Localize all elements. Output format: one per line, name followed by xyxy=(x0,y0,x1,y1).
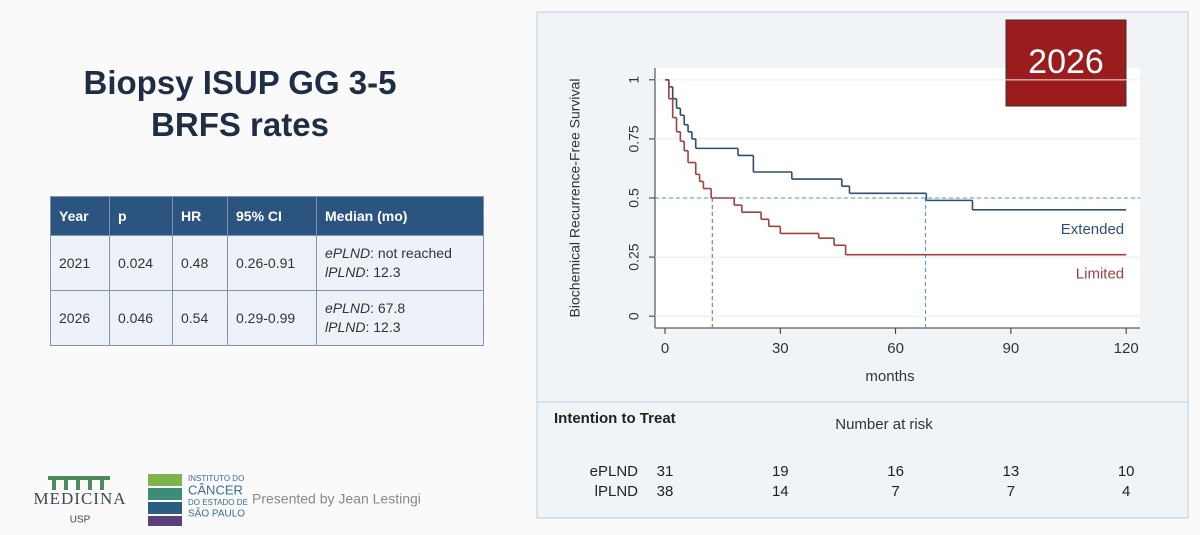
median-line: ePLND: 67.8 xyxy=(325,299,475,318)
risk-count: 38 xyxy=(657,483,674,500)
risk-row-name: ePLND xyxy=(590,463,639,480)
logos: MEDICINA USP INSTITUTO DO CÂNCER DO ESTA… xyxy=(34,474,421,526)
y-tick-label: 1 xyxy=(626,76,642,84)
y-tick-label: 0.5 xyxy=(626,188,642,208)
risk-title: Intention to Treat xyxy=(554,410,676,427)
year-badge xyxy=(1005,19,1127,107)
header-cell: p xyxy=(109,196,173,236)
logo-text: MEDICINA xyxy=(34,489,127,508)
arm-name: ePLND xyxy=(325,300,371,316)
header-cell: 95% CI xyxy=(227,196,317,236)
risk-count: 16 xyxy=(887,463,904,480)
arm-name: ePLND xyxy=(325,245,371,261)
y-tick-label: 0 xyxy=(626,312,642,320)
x-tick-label: 30 xyxy=(772,340,789,357)
risk-count: 14 xyxy=(772,483,789,500)
risk-count: 13 xyxy=(1003,463,1020,480)
table-cell: 0.29-0.99 xyxy=(227,290,317,346)
risk-count: 10 xyxy=(1118,463,1135,480)
badge-text: 2026 xyxy=(1028,43,1104,81)
median-line: ePLND: not reached xyxy=(325,244,475,263)
risk-count: 7 xyxy=(891,483,899,500)
x-tick-label: 0 xyxy=(661,340,669,357)
arm-name: lPLND xyxy=(325,264,366,280)
logo-text: DO ESTADO DE xyxy=(188,498,248,507)
median-cell: ePLND: not reached lPLND: 12.3 xyxy=(316,235,484,291)
logo-text: INSTITUTO DO xyxy=(188,474,244,483)
risk-count: 19 xyxy=(772,463,789,480)
x-tick-label: 120 xyxy=(1114,340,1139,357)
slide-title: Biopsy ISUP GG 3-5 BRFS rates xyxy=(40,62,440,146)
table-cell: 0.046 xyxy=(109,290,173,346)
median-value: : 67.8 xyxy=(370,300,406,316)
median-value: : not reached xyxy=(370,245,452,261)
logo-text: CÂNCER xyxy=(188,482,243,497)
risk-label: Number at risk xyxy=(835,416,933,433)
header-row: Year p HR 95% CI Median (mo) xyxy=(50,196,484,236)
series-label: Extended xyxy=(1061,221,1124,238)
risk-count: 31 xyxy=(657,463,674,480)
y-tick-label: 0.25 xyxy=(626,243,642,270)
median-line: lPLND: 12.3 xyxy=(325,318,475,337)
x-axis-title: months xyxy=(865,368,914,385)
table-row: 2026 0.046 0.54 0.29-0.99 ePLND: 67.8 lPLND: … xyxy=(50,290,484,346)
arm-name: lPLND xyxy=(325,319,366,335)
x-tick-label: 90 xyxy=(1003,340,1020,357)
logo-text: USP xyxy=(70,515,91,526)
x-tick-label: 60 xyxy=(887,340,904,357)
header-cell: Median (mo) xyxy=(316,196,484,236)
header-cell: Year xyxy=(50,196,110,236)
y-tick-label: 0.75 xyxy=(626,125,642,152)
table-cell: 0.024 xyxy=(109,235,173,291)
table-body: 2021 0.024 0.48 0.26-0.91 ePLND: not reached… xyxy=(50,235,484,346)
results-table: Year p HR 95% CI Median (mo) 2021 0.024 0.… xyxy=(50,196,484,346)
risk-count: 7 xyxy=(1007,483,1015,500)
table-row: 2021 0.024 0.48 0.26-0.91 ePLND: not reached… xyxy=(50,235,484,291)
title-line: BRFS rates xyxy=(151,106,329,143)
risk-count: 4 xyxy=(1122,483,1130,500)
logo-text: SÃO PAULO xyxy=(188,507,245,520)
median-value: : 12.3 xyxy=(365,319,401,335)
title-line: Biopsy ISUP GG 3-5 xyxy=(83,64,397,101)
logo-icon xyxy=(48,476,110,490)
table-cell: 0.54 xyxy=(172,290,228,346)
footer: MEDICINA USP INSTITUTO DO CÂNCER DO ESTA… xyxy=(30,470,490,530)
median-line: lPLND: 12.3 xyxy=(325,263,475,282)
series-label: Limited xyxy=(1076,266,1124,283)
y-axis-title: Biochemical Recurrence-Free Survival xyxy=(567,79,583,318)
table-cell: 2021 xyxy=(50,235,110,291)
risk-row-name: lPLND xyxy=(595,483,639,500)
logo-icon xyxy=(148,474,182,526)
header-cell: HR xyxy=(172,196,228,236)
table-cell: 0.48 xyxy=(172,235,228,291)
table-cell: 0.26-0.91 xyxy=(227,235,317,291)
median-cell: ePLND: 67.8 lPLND: 12.3 xyxy=(316,290,484,346)
presenter: Presented by Jean Lestingi xyxy=(252,491,421,507)
median-value: : 12.3 xyxy=(365,264,401,280)
